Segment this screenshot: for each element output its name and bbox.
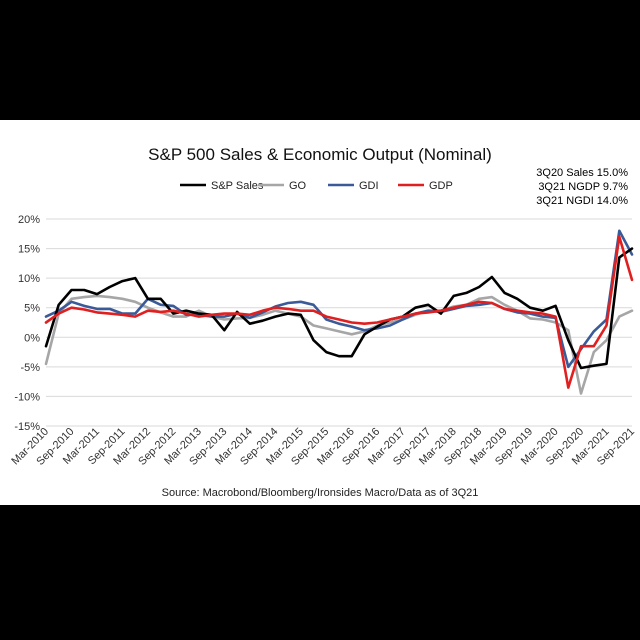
source-note: Source: Macrobond/Bloomberg/Ironsides Ma…	[161, 487, 479, 499]
y-tick-label: 10%	[18, 273, 40, 285]
annotation-sales: 3Q20 Sales 15.0%	[536, 167, 628, 179]
y-tick-label: 15%	[18, 244, 40, 256]
gridlines	[46, 218, 632, 427]
chart-title: S&P 500 Sales & Economic Output (Nominal…	[148, 145, 492, 164]
y-tick-label: -15%	[14, 421, 40, 433]
y-axis: -15% -10% -5% 0% 5% 10% 15% 20%	[14, 214, 40, 433]
annotation-ngdi: 3Q21 NGDI 14.0%	[536, 195, 628, 207]
y-tick-label: -10%	[14, 391, 40, 403]
series-line-gdi	[44, 229, 634, 369]
legend-label-gdi: GDI	[359, 180, 379, 192]
series-line-s-p-sales	[44, 247, 634, 370]
legend-label-go: GO	[289, 180, 307, 192]
legend: S&P Sales GO GDI GDP	[180, 180, 453, 192]
series-line-go	[44, 294, 634, 395]
plot-area	[44, 229, 634, 395]
annotation-ngdp: 3Q21 NGDP 9.7%	[538, 181, 628, 193]
y-tick-label: -5%	[20, 362, 40, 374]
x-axis: Mar-2010Sep-2010Mar-2011Sep-2011Mar-2012…	[9, 426, 637, 468]
series-line-gdp	[44, 235, 634, 389]
y-tick-label: 5%	[24, 303, 40, 315]
y-tick-label: 0%	[24, 332, 40, 344]
y-tick-label: 20%	[18, 214, 40, 226]
legend-label-s-p-sales: S&P Sales	[211, 180, 264, 192]
legend-label-gdp: GDP	[429, 180, 453, 192]
annotations: 3Q20 Sales 15.0% 3Q21 NGDP 9.7% 3Q21 NGD…	[536, 166, 628, 208]
